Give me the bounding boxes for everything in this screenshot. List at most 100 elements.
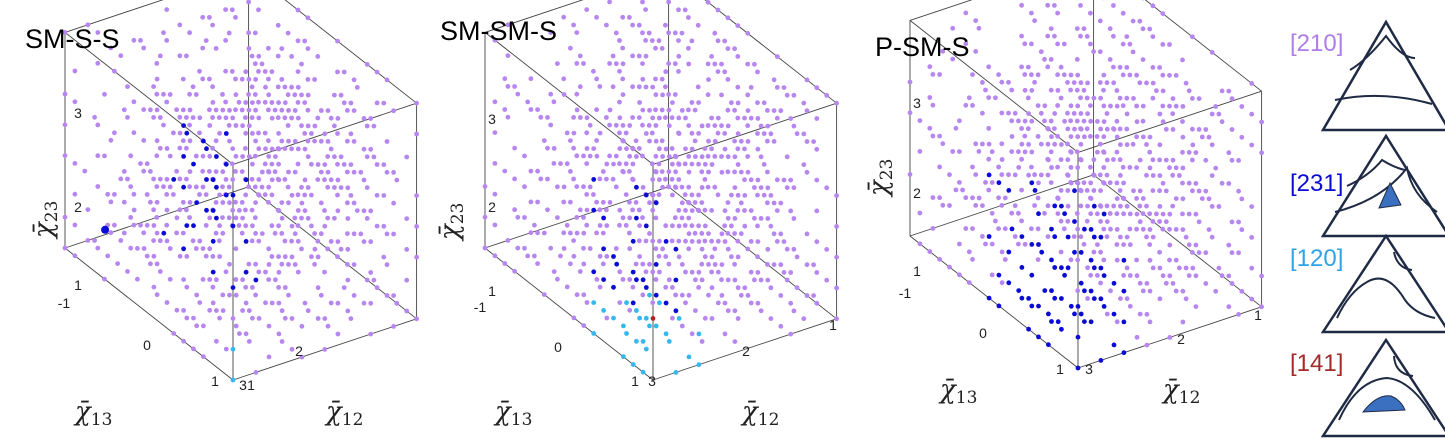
scatter-point bbox=[1207, 196, 1212, 201]
scatter-point bbox=[960, 188, 965, 193]
scatter-point bbox=[706, 170, 711, 175]
scatter-point bbox=[329, 177, 334, 182]
scatter-point bbox=[1042, 211, 1047, 216]
scatter-point bbox=[594, 77, 599, 82]
scatter-point bbox=[578, 84, 583, 89]
scatter-point bbox=[716, 116, 721, 121]
scatter-point bbox=[647, 31, 652, 36]
scatter-point bbox=[220, 293, 225, 298]
scatter-point bbox=[73, 161, 78, 166]
scatter-point bbox=[597, 84, 602, 89]
scatter-point bbox=[1161, 181, 1166, 186]
scatter-point bbox=[286, 185, 291, 190]
scatter-point bbox=[742, 116, 747, 121]
scatter-point bbox=[289, 54, 294, 59]
scatter-point bbox=[574, 184, 579, 189]
scatter-point bbox=[247, 123, 252, 128]
scatter-point bbox=[801, 316, 806, 321]
scatter-point bbox=[181, 231, 186, 236]
scatter-point bbox=[983, 88, 988, 93]
scatter-point bbox=[256, 270, 261, 275]
scatter-point bbox=[230, 69, 235, 74]
scatter-point bbox=[1069, 304, 1074, 309]
scatter-point bbox=[1134, 104, 1139, 109]
scatter-point bbox=[634, 138, 639, 143]
scatter-point bbox=[211, 285, 216, 290]
scatter-point bbox=[1049, 180, 1054, 185]
scatter-point bbox=[736, 193, 741, 198]
scatter-point bbox=[663, 69, 668, 74]
scatter-point bbox=[244, 301, 249, 306]
scatter-point bbox=[1019, 126, 1024, 131]
scatter-point bbox=[782, 239, 787, 244]
scatter-point bbox=[1029, 42, 1034, 47]
scatter-point bbox=[181, 277, 186, 282]
scatter-point bbox=[325, 247, 330, 252]
scatter-point bbox=[1095, 134, 1100, 139]
scatter-point bbox=[233, 107, 238, 112]
scatter-point bbox=[230, 177, 235, 182]
scatter-point bbox=[611, 54, 616, 59]
scatter-point bbox=[280, 339, 285, 344]
scatter-point bbox=[191, 115, 196, 120]
scatter-point bbox=[693, 277, 698, 282]
scatter-point bbox=[1128, 212, 1133, 217]
scatter-point bbox=[335, 131, 340, 136]
scatter-point bbox=[735, 208, 740, 213]
scatter-point bbox=[1187, 273, 1192, 278]
scatter-point bbox=[529, 200, 534, 205]
scatter-point bbox=[650, 38, 655, 43]
scatter-point bbox=[565, 223, 570, 228]
scatter-point bbox=[529, 169, 534, 174]
scatter-point bbox=[1230, 281, 1235, 286]
scatter-point bbox=[660, 46, 665, 51]
scatter-point bbox=[578, 54, 583, 59]
scatter-point bbox=[358, 170, 363, 175]
scatter-point bbox=[266, 92, 271, 97]
scatter-point bbox=[690, 208, 695, 213]
scatter-point bbox=[181, 185, 186, 190]
scatter-point bbox=[1210, 142, 1215, 147]
scatter-point bbox=[637, 54, 642, 59]
scatter-point bbox=[1065, 219, 1070, 224]
panel-title: SM-SM-S bbox=[440, 16, 557, 47]
scatter-point bbox=[158, 115, 163, 120]
scatter-point bbox=[565, 161, 570, 166]
scatter-point bbox=[1016, 119, 1021, 124]
tick-label-x: 3 bbox=[1085, 361, 1093, 377]
axis-label-y: χ̄13 bbox=[73, 397, 112, 430]
scatter-point bbox=[690, 331, 695, 336]
scatter-point bbox=[1055, 165, 1060, 170]
scatter-point bbox=[788, 116, 793, 121]
svg-text:χ̄23: χ̄23 bbox=[29, 201, 62, 240]
tick-label-y: 0 bbox=[554, 339, 562, 355]
scatter-point bbox=[204, 254, 209, 259]
scatter-point bbox=[154, 215, 159, 220]
scatter-point bbox=[1079, 142, 1084, 147]
scatter-point bbox=[1174, 196, 1179, 201]
scatter-point bbox=[184, 54, 189, 59]
scatter-point bbox=[188, 200, 193, 205]
scatter-point bbox=[1210, 235, 1215, 240]
scatter-point bbox=[1134, 227, 1139, 232]
scatter-point bbox=[352, 170, 357, 175]
scatter-point bbox=[1029, 72, 1034, 77]
scatter-point bbox=[644, 193, 649, 198]
scatter-point bbox=[676, 208, 681, 213]
scatter-point bbox=[824, 93, 829, 98]
scatter-point bbox=[296, 85, 301, 90]
scatter-point bbox=[381, 162, 386, 167]
scatter-point bbox=[404, 155, 409, 160]
scatter-point bbox=[1239, 227, 1244, 232]
scatter-point bbox=[512, 146, 517, 151]
tick-label-y: 0 bbox=[143, 337, 151, 353]
scatter-point bbox=[1062, 226, 1067, 231]
scatter-point bbox=[335, 162, 340, 167]
scatter-point bbox=[660, 247, 665, 252]
scatter-point bbox=[1220, 89, 1225, 94]
scatter-point bbox=[630, 115, 635, 120]
scatter-point bbox=[532, 254, 537, 259]
scatter-point bbox=[201, 324, 206, 329]
scatter-point bbox=[696, 285, 701, 290]
